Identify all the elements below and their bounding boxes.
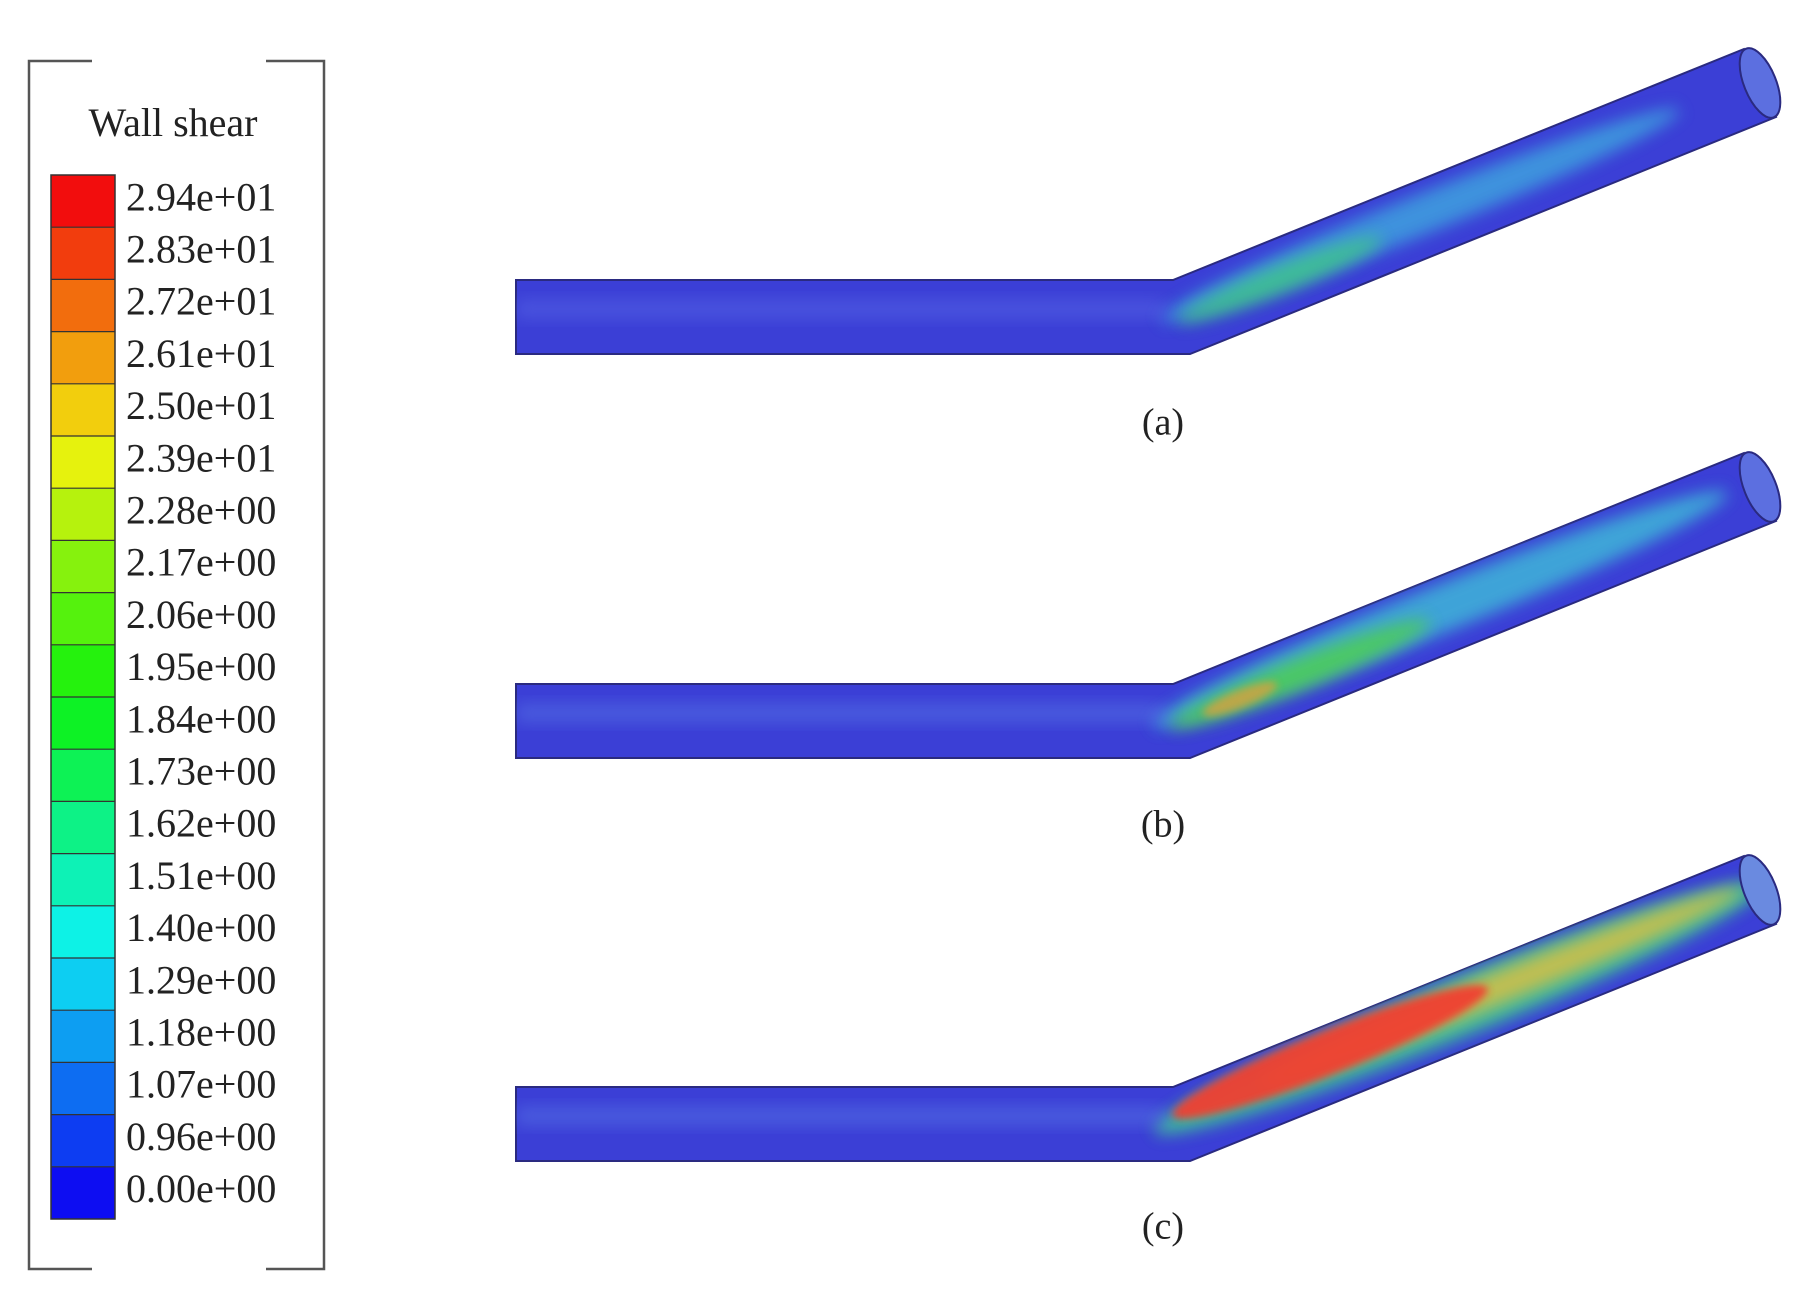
panel-labels: (a) (b) (c) [1141, 402, 1185, 1248]
legend-label: 1.18e+00 [126, 1009, 276, 1054]
legend-label: 1.73e+00 [126, 748, 276, 793]
legend-label: 2.06e+00 [126, 592, 276, 637]
color-band [51, 697, 115, 750]
color-band [51, 905, 115, 959]
color-bar-border [50, 174, 116, 1220]
legend-title: Wall shear [89, 100, 258, 145]
color-band [51, 436, 115, 489]
legend-label: 2.61e+01 [126, 331, 276, 376]
pipe-b [515, 451, 1782, 759]
color-bar [50, 174, 116, 1220]
color-band [51, 644, 115, 698]
legend-label: 2.17e+00 [126, 540, 276, 585]
legend-labels: 2.94e+01 2.83e+01 2.72e+01 2.61e+01 2.50e+01… [126, 174, 276, 1211]
legend-label: 0.96e+00 [126, 1114, 276, 1159]
legend-frame [27, 59, 326, 1271]
color-band [51, 383, 115, 437]
legend-label: 1.29e+00 [126, 957, 276, 1002]
color-band [51, 227, 115, 280]
color-band [51, 279, 115, 333]
legend-label: 2.28e+00 [126, 487, 276, 532]
legend-label: 2.83e+01 [126, 226, 276, 271]
color-band [51, 749, 115, 802]
pipe-a [515, 47, 1782, 355]
color-band [51, 1010, 115, 1063]
color-band [51, 958, 115, 1011]
color-band [51, 540, 115, 594]
legend-label: 1.95e+00 [126, 644, 276, 689]
legend-label: 1.51e+00 [126, 853, 276, 898]
color-band [51, 331, 115, 385]
legend-label: 1.62e+00 [126, 801, 276, 846]
color-band [51, 853, 115, 907]
legend-label: 2.94e+01 [126, 174, 276, 219]
color-band [51, 592, 115, 646]
legend-label: 1.84e+00 [126, 696, 276, 741]
color-band [51, 801, 115, 855]
color-band [51, 488, 115, 541]
legend-label: 2.39e+01 [126, 435, 276, 480]
panel-label: (c) [1142, 1206, 1184, 1248]
pipe-c [515, 854, 1782, 1162]
color-band [51, 1114, 115, 1168]
color-band [51, 1166, 115, 1220]
panel-label: (a) [1142, 402, 1184, 444]
legend-label: 1.40e+00 [126, 905, 276, 950]
legend-label: 2.72e+01 [126, 279, 276, 324]
pipes [515, 47, 1782, 1162]
legend-label: 1.07e+00 [126, 1062, 276, 1107]
legend-label: 2.50e+01 [126, 383, 276, 428]
legend-label: 0.00e+00 [126, 1166, 276, 1211]
color-band [51, 1062, 115, 1116]
panel-label: (b) [1141, 804, 1185, 846]
color-band [51, 175, 115, 228]
